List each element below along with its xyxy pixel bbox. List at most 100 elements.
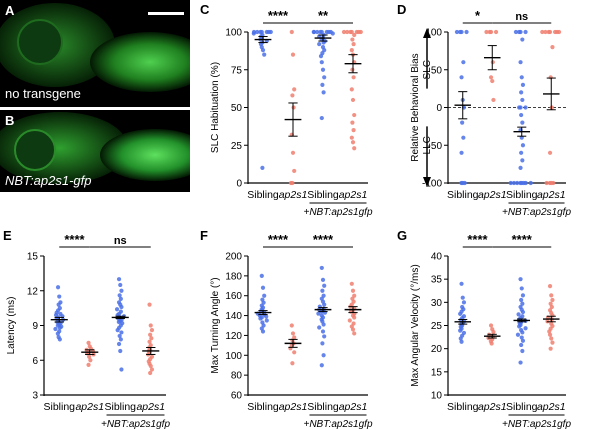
data-point xyxy=(147,302,152,307)
y-tick-label: 9 xyxy=(32,321,38,332)
data-point xyxy=(349,135,354,140)
arrow-up-head xyxy=(423,28,431,39)
data-point xyxy=(358,29,363,35)
data-point xyxy=(461,300,467,305)
data-point xyxy=(260,285,266,290)
y-tick-label: -50 xyxy=(428,141,443,152)
significance-label: **** xyxy=(512,232,533,247)
data-point xyxy=(320,277,326,282)
significance-label: **** xyxy=(64,232,85,247)
y-tick-label: 15 xyxy=(431,367,443,378)
data-point xyxy=(290,150,296,155)
data-point xyxy=(320,82,325,87)
caption-nbt-ap2s1-gfp: NBT:ap2s1-gfp xyxy=(5,173,92,188)
data-point xyxy=(547,329,552,334)
data-point xyxy=(518,165,523,170)
data-point xyxy=(260,165,265,170)
data-point xyxy=(352,331,357,336)
data-point xyxy=(115,328,120,333)
y-axis-label: Relative Behavioral Bias xyxy=(410,53,421,161)
data-point xyxy=(349,48,354,53)
data-point xyxy=(519,112,524,118)
data-point xyxy=(518,277,523,282)
data-point xyxy=(118,296,123,301)
category-label: Sibling xyxy=(43,401,75,413)
data-point xyxy=(519,342,524,348)
data-point xyxy=(148,370,153,376)
y-tick-label: 3 xyxy=(32,391,38,402)
data-point xyxy=(255,29,260,35)
data-point xyxy=(523,105,528,110)
data-point xyxy=(350,120,355,125)
panel-label-e: E xyxy=(3,228,12,243)
arrow-down-head xyxy=(423,176,431,187)
significance-label: ** xyxy=(318,8,329,23)
data-point xyxy=(320,288,325,293)
data-point xyxy=(520,82,526,87)
y-tick-label: 200 xyxy=(225,252,242,263)
data-point xyxy=(549,293,554,298)
data-point xyxy=(519,297,524,303)
category-label: Sibling xyxy=(447,189,479,201)
data-point xyxy=(347,318,352,323)
data-point xyxy=(459,150,464,155)
significance-label: ns xyxy=(515,11,528,23)
data-point xyxy=(519,75,524,80)
data-point xyxy=(520,330,525,335)
data-point xyxy=(288,180,294,186)
data-point xyxy=(458,29,463,35)
data-point xyxy=(516,312,521,317)
data-point xyxy=(548,346,553,351)
larva-image-a xyxy=(0,3,190,92)
data-point xyxy=(260,329,266,334)
data-point xyxy=(551,180,556,186)
y-tick-label: 160 xyxy=(225,291,242,302)
data-point xyxy=(322,48,327,53)
data-point xyxy=(290,361,295,366)
data-point xyxy=(322,283,327,288)
category-label: ap2s1 xyxy=(478,189,507,201)
data-point xyxy=(520,348,525,354)
data-point xyxy=(550,45,555,50)
data-point xyxy=(86,340,91,345)
data-point xyxy=(508,180,513,186)
data-point xyxy=(351,41,356,47)
larva-image-b xyxy=(0,112,190,184)
data-point xyxy=(520,309,526,315)
data-point xyxy=(520,301,525,306)
y-tick-label: 10 xyxy=(431,391,443,402)
data-point xyxy=(458,311,463,317)
data-point xyxy=(547,332,553,337)
data-point xyxy=(117,293,122,298)
data-point xyxy=(292,350,297,355)
category-label: ap2s1 xyxy=(537,189,566,201)
panel-label-c: C xyxy=(200,2,210,17)
data-point xyxy=(548,301,553,306)
data-point xyxy=(491,97,496,103)
data-point xyxy=(484,29,489,35)
data-point xyxy=(117,333,122,339)
category-label: Sibling xyxy=(506,189,538,201)
data-point xyxy=(464,29,469,35)
data-point xyxy=(320,341,325,346)
y-tick-label: 12 xyxy=(27,286,39,297)
data-point xyxy=(489,341,494,346)
data-point xyxy=(490,78,495,84)
data-point xyxy=(515,180,520,186)
data-point xyxy=(57,325,62,330)
data-point xyxy=(543,29,548,35)
data-point xyxy=(290,331,296,336)
y-tick-label: 6 xyxy=(32,356,38,367)
data-point xyxy=(520,338,526,343)
category-label: ap2s1 xyxy=(478,401,507,413)
data-point xyxy=(311,29,316,35)
data-point xyxy=(350,327,356,332)
data-point xyxy=(459,281,464,286)
category-label: Sibling xyxy=(247,401,279,413)
data-point xyxy=(349,87,354,92)
data-point xyxy=(518,360,523,365)
data-point xyxy=(515,332,521,337)
y-tick-label: 25 xyxy=(431,321,443,332)
